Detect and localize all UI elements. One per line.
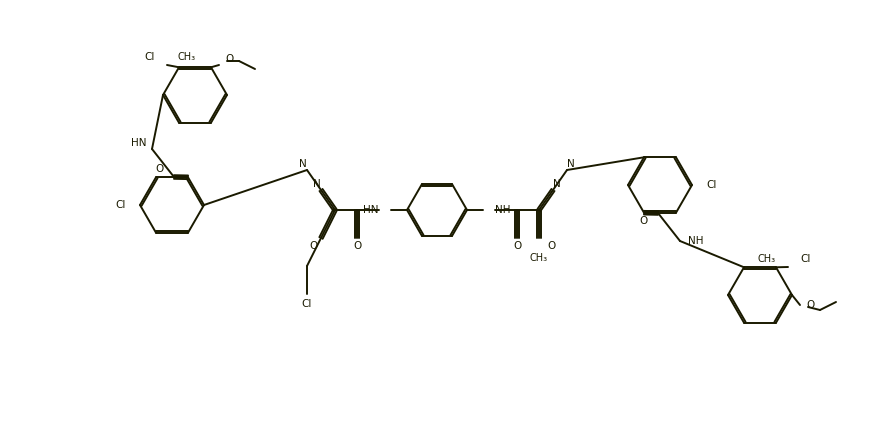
Text: CH₃: CH₃ [177,52,195,62]
Text: HN: HN [130,138,146,148]
Text: N: N [567,159,575,169]
Text: Cl: Cl [144,52,155,62]
Text: O: O [547,241,556,251]
Text: HN: HN [363,205,379,215]
Text: N: N [313,179,321,189]
Text: CH₃: CH₃ [530,253,548,263]
Text: N: N [299,159,307,169]
Text: O: O [156,164,164,174]
Text: O: O [806,300,815,310]
Text: NH: NH [688,236,704,246]
Text: O: O [225,54,234,64]
Text: O: O [309,241,317,251]
Text: O: O [640,216,648,226]
Text: O: O [513,241,522,251]
Text: NH: NH [495,205,510,215]
Text: Cl: Cl [800,254,810,264]
Text: CH₃: CH₃ [758,254,776,264]
Text: Cl: Cl [706,180,717,190]
Text: Cl: Cl [116,200,126,210]
Text: N: N [553,179,561,189]
Text: O: O [353,241,361,251]
Text: Cl: Cl [302,299,312,309]
